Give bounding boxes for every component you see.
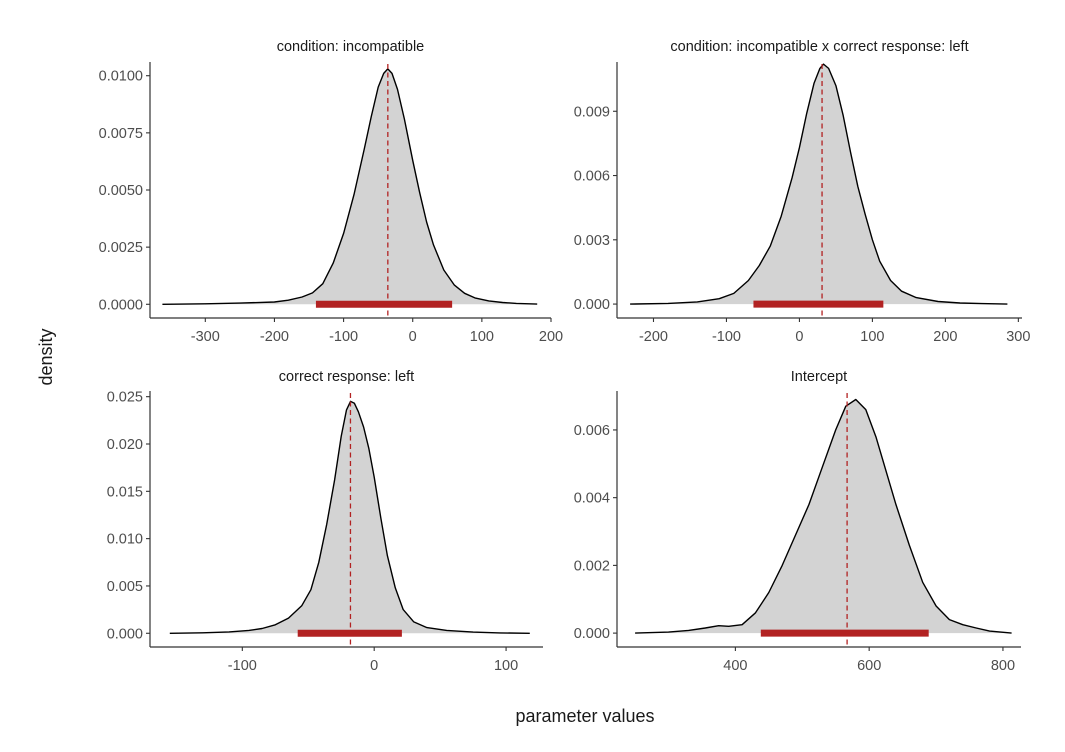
x-tick-label: -100 — [329, 329, 358, 345]
y-tick-label: 0.0100 — [99, 69, 143, 85]
panel-condition-x-correct-response: condition: incompatible x correct respon… — [574, 39, 1031, 345]
y-tick-label: 0.003 — [574, 233, 610, 249]
y-tick-label: 0.0075 — [99, 126, 143, 142]
panel-condition-incompatible: condition: incompatible -300 -200 -100 0 100… — [99, 39, 563, 345]
y-tick-label: 0.0000 — [99, 297, 143, 313]
x-tick-label: -100 — [712, 329, 741, 345]
x-tick-label: 100 — [494, 658, 518, 674]
y-tick-label: 0.000 — [574, 626, 610, 642]
y-tick-label: 0.000 — [574, 297, 610, 313]
y-tick-label: 0.010 — [107, 532, 143, 548]
panel-title: correct response: left — [279, 369, 414, 385]
y-tick-label: 0.020 — [107, 437, 143, 453]
x-tick-label: -200 — [639, 329, 668, 345]
x-axis-title: parameter values — [515, 706, 654, 726]
y-axis-title: density — [36, 328, 56, 385]
y-tick-label: 0.002 — [574, 558, 610, 574]
y-tick-label: 0.0025 — [99, 240, 143, 256]
y-tick-label: 0.006 — [574, 423, 610, 439]
x-tick-label: -100 — [228, 658, 257, 674]
density-line — [630, 63, 1008, 305]
y-tick-label: 0.0050 — [99, 183, 143, 199]
panel-title: condition: incompatible — [277, 39, 425, 55]
y-tick-label: 0.004 — [574, 491, 610, 507]
panel-correct-response-left: correct response: left -100 0 100 0.000 0.00… — [107, 369, 543, 674]
x-tick-label: 600 — [857, 658, 881, 674]
y-tick-label: 0.006 — [574, 169, 610, 185]
density-line — [635, 398, 1012, 634]
y-tick-label: 0.015 — [107, 484, 143, 500]
x-tick-label: 0 — [795, 329, 803, 345]
panel-title: Intercept — [791, 369, 847, 385]
x-tick-label: 0 — [409, 329, 417, 345]
density-line — [169, 400, 530, 634]
x-tick-label: 800 — [991, 658, 1015, 674]
x-tick-label: 200 — [539, 329, 563, 345]
density-area — [635, 399, 1012, 634]
x-tick-label: 200 — [933, 329, 957, 345]
y-tick-label: 0.000 — [107, 626, 143, 642]
x-tick-label: 0 — [370, 658, 378, 674]
panel-intercept: Intercept 400 600 800 0.000 0.002 0.004 0.006 — [574, 369, 1021, 674]
y-tick-label: 0.009 — [574, 104, 610, 120]
panel-title: condition: incompatible x correct respon… — [670, 39, 968, 55]
x-tick-label: 300 — [1006, 329, 1030, 345]
density-area — [630, 64, 1008, 305]
y-tick-label: 0.005 — [107, 579, 143, 595]
x-tick-label: 400 — [723, 658, 747, 674]
x-tick-label: -300 — [191, 329, 220, 345]
density-area — [169, 401, 530, 634]
y-tick-label: 0.025 — [107, 390, 143, 406]
x-tick-label: 100 — [860, 329, 884, 345]
density-area — [162, 68, 538, 305]
x-tick-label: 100 — [470, 329, 494, 345]
x-tick-label: -200 — [260, 329, 289, 345]
